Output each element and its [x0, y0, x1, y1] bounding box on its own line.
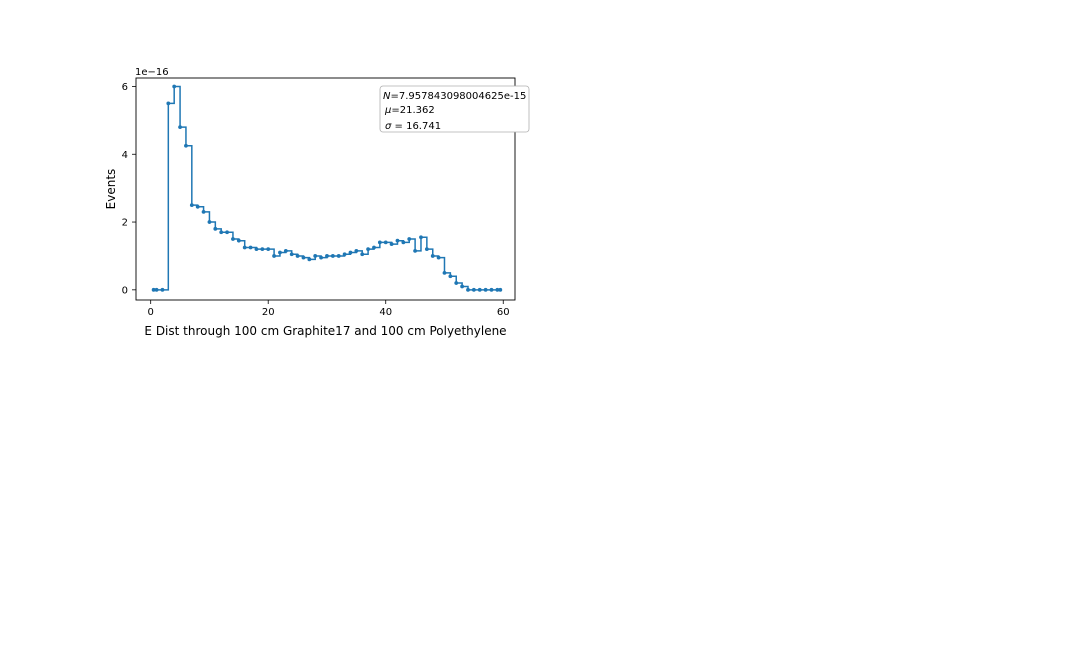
data-point-marker	[283, 248, 288, 253]
data-point-marker	[360, 252, 365, 257]
data-point-marker	[477, 287, 482, 292]
data-point-marker	[336, 254, 341, 258]
legend-value-mu: =21.362	[391, 105, 434, 116]
data-point-marker	[207, 220, 212, 224]
y-tick-label: 4	[122, 150, 128, 161]
data-point-marker	[301, 255, 306, 260]
data-point-marker	[260, 247, 265, 252]
data-point-marker	[225, 230, 229, 235]
data-point-marker	[236, 238, 241, 243]
y-offset-label: 1e−16	[135, 67, 169, 78]
x-tick-label: 60	[497, 307, 510, 318]
data-point-marker	[454, 281, 459, 285]
data-point-marker	[248, 245, 253, 250]
plot-frame	[135, 77, 516, 301]
data-point-marker	[495, 287, 500, 292]
data-point-marker	[219, 230, 224, 235]
data-point-marker	[424, 247, 429, 252]
data-point-marker	[354, 248, 359, 253]
legend-line-sigma: σ = 16.741	[385, 121, 441, 132]
data-point-marker	[383, 240, 388, 245]
legend-value-sigma: = 16.741	[391, 121, 441, 132]
series-layer	[151, 84, 503, 292]
data-point-marker	[460, 284, 465, 289]
data-point-marker	[372, 245, 376, 250]
legend-symbol-mu: μ	[384, 105, 391, 116]
data-point-marker	[154, 287, 159, 292]
data-point-marker	[231, 237, 235, 241]
data-point-marker	[201, 209, 206, 214]
data-point-marker	[419, 235, 423, 240]
y-axis-label: Events	[104, 169, 118, 210]
data-point-marker	[313, 254, 318, 258]
y-tick-label: 2	[122, 218, 128, 229]
data-point-marker	[401, 240, 406, 245]
data-point-marker	[178, 125, 182, 130]
data-point-marker	[407, 237, 412, 241]
data-point-marker	[151, 287, 156, 292]
data-point-marker	[330, 254, 335, 258]
legend-symbol-sigma: σ	[385, 121, 392, 132]
x-tick-label: 0	[148, 307, 154, 318]
data-point-marker	[272, 254, 276, 258]
y-axis: 0 2 4 6	[122, 82, 136, 296]
data-point-marker	[471, 287, 476, 292]
x-axis-label: E Dist through 100 cm Graphite17 and 100…	[144, 324, 506, 338]
data-point-marker	[166, 101, 171, 106]
x-tick-label: 20	[262, 307, 275, 318]
legend-symbol-n: N	[383, 91, 391, 102]
y-tick-label: 0	[122, 285, 128, 296]
data-point-marker	[213, 226, 218, 231]
data-point-marker	[254, 247, 259, 252]
data-point-marker	[377, 240, 382, 245]
legend-value-n: =7.957843098004625e-15	[390, 91, 526, 102]
data-point-marker	[436, 255, 441, 260]
legend-line-n: N=7.957843098004625e-15	[383, 91, 526, 102]
data-point-marker	[266, 247, 271, 252]
legend-line-mu: μ=21.362	[384, 105, 435, 116]
data-point-marker	[184, 143, 188, 148]
data-point-marker	[466, 287, 470, 292]
data-point-marker	[366, 247, 371, 252]
data-point-marker	[442, 270, 447, 275]
series-step-line	[153, 85, 501, 291]
x-axis: 0 20 40 60	[148, 300, 510, 318]
data-point-marker	[483, 287, 488, 292]
data-point-marker	[489, 287, 494, 292]
data-point-marker	[348, 250, 353, 255]
x-tick-label: 40	[379, 307, 392, 318]
data-point-marker	[160, 287, 165, 292]
legend-box	[379, 85, 530, 133]
data-point-marker	[395, 238, 400, 243]
data-point-marker	[448, 274, 453, 279]
data-point-marker	[295, 254, 300, 258]
data-point-marker	[389, 242, 394, 246]
y-tick-label: 6	[122, 82, 128, 93]
data-point-marker	[242, 245, 247, 250]
data-point-marker	[189, 203, 194, 207]
data-point-marker	[498, 287, 503, 292]
data-point-marker	[325, 254, 329, 258]
data-point-marker	[319, 255, 323, 260]
data-point-marker	[430, 254, 435, 258]
data-point-marker	[413, 248, 418, 253]
data-point-marker	[289, 252, 294, 257]
data-point-marker	[342, 252, 347, 257]
data-point-marker	[307, 257, 312, 262]
data-point-marker	[172, 84, 177, 89]
stats-legend: N=7.957843098004625e-15 μ=21.362 σ = 16.…	[379, 85, 530, 133]
data-point-marker	[278, 250, 282, 255]
data-point-marker	[195, 204, 200, 209]
